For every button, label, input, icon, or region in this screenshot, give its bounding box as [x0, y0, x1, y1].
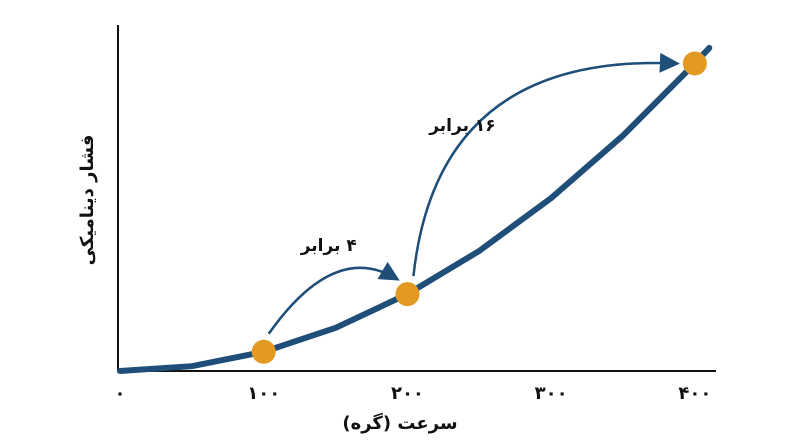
x-tick-label: ۱۰۰	[247, 383, 280, 404]
x-tick-label: ۲۰۰	[391, 383, 424, 404]
y-axis-title: فشار دینامیکی	[77, 135, 98, 266]
point	[682, 51, 707, 76]
x-axis-title: سرعت (گره)	[342, 412, 457, 434]
arrow	[267, 261, 400, 335]
x-tick-label: ۰	[115, 383, 126, 404]
x-tick-label: ۴۰۰	[678, 383, 711, 404]
point	[251, 339, 276, 364]
x-tick-label: ۳۰۰	[535, 383, 568, 404]
arrow	[412, 52, 680, 277]
curve	[117, 44, 713, 374]
point	[395, 282, 420, 307]
annotation: ۴ برابر	[300, 236, 357, 256]
annotation: ۱۶ برابر	[428, 116, 495, 136]
